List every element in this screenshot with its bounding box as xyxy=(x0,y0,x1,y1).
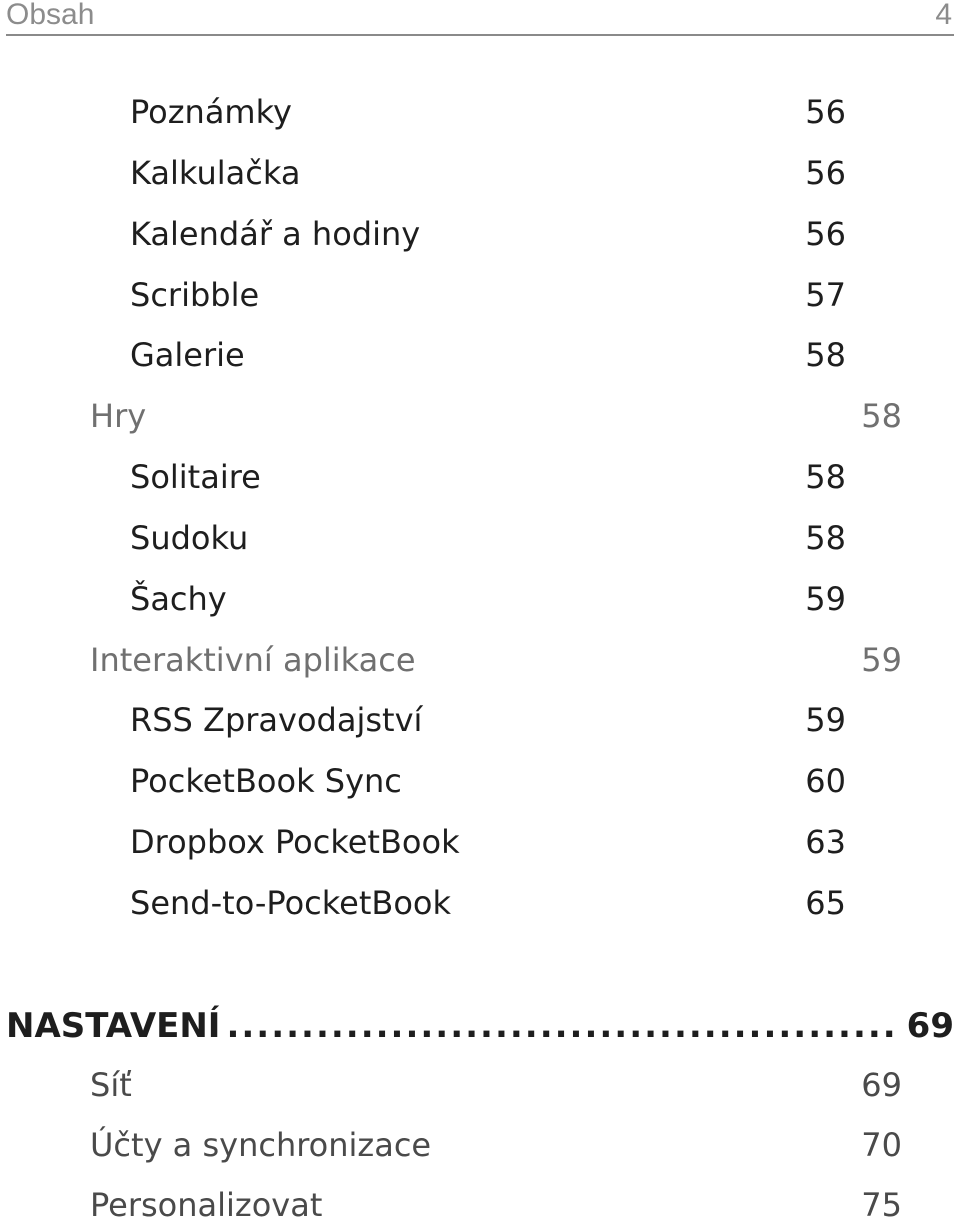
toc-section[interactable]: Interaktivní aplikace 59 xyxy=(90,637,902,683)
toc-section-page: 75 xyxy=(861,1186,902,1224)
toc-entry-label: Sudoku xyxy=(130,519,249,557)
toc-entry[interactable]: RSS Zpravodajství 59 xyxy=(130,697,846,743)
toc-entry-label: Send-to-PocketBook xyxy=(130,884,451,922)
toc-section[interactable]: Personalizovat 75 xyxy=(90,1182,902,1228)
header-page-number: 4 xyxy=(935,0,952,31)
page-header: Obsah 4 xyxy=(6,0,954,36)
toc-section-label: Personalizovat xyxy=(90,1186,323,1224)
toc-chapter-label: NASTAVENÍ xyxy=(6,1006,221,1046)
toc-section-label: Účty a synchronizace xyxy=(90,1126,432,1164)
toc-section-label: Síť xyxy=(90,1066,132,1104)
toc-section-page: 69 xyxy=(861,1066,902,1104)
toc-entry[interactable]: Sudoku 58 xyxy=(130,515,846,561)
toc-chapter[interactable]: NASTAVENÍ ..............................… xyxy=(6,1001,954,1051)
toc-entry[interactable]: Kalkulačka 56 xyxy=(130,150,846,196)
toc-entry-page: 56 xyxy=(805,93,846,131)
toc-entry[interactable]: Send-to-PocketBook 65 xyxy=(130,880,846,926)
toc-entry-page: 58 xyxy=(805,458,846,496)
toc-entry-label: Kalendář a hodiny xyxy=(130,215,421,253)
toc-section-label: Interaktivní aplikace xyxy=(90,641,416,679)
toc-entry-label: Šachy xyxy=(130,580,227,618)
toc-chapter-page: 69 xyxy=(906,1006,954,1046)
toc-section-page: 58 xyxy=(861,397,902,435)
toc-section[interactable]: Hry 58 xyxy=(90,393,902,439)
toc-entry-page: 65 xyxy=(805,884,846,922)
toc-entry-label: Galerie xyxy=(130,336,245,374)
toc-entry-page: 57 xyxy=(805,276,846,314)
toc-section[interactable]: Účty a synchronizace 70 xyxy=(90,1122,902,1168)
toc-section-page: 70 xyxy=(861,1126,902,1164)
toc-section[interactable]: Síť 69 xyxy=(90,1062,902,1108)
toc-entry-label: Scribble xyxy=(130,276,260,314)
toc-entry-page: 58 xyxy=(805,519,846,557)
toc-entry-label: Poznámky xyxy=(130,93,292,131)
toc-entry[interactable]: Poznámky 56 xyxy=(130,89,846,135)
toc-chapter-leader-dots: ........................................… xyxy=(226,1006,901,1046)
toc-entry[interactable]: Galerie 58 xyxy=(130,332,846,378)
toc-entry-page: 59 xyxy=(805,701,846,739)
toc-entry[interactable]: Scribble 57 xyxy=(130,272,846,318)
toc-entry[interactable]: Šachy 59 xyxy=(130,576,846,622)
toc-entry-label: Solitaire xyxy=(130,458,261,496)
toc-entry-page: 60 xyxy=(805,762,846,800)
toc-entry-page: 56 xyxy=(805,215,846,253)
toc-section-page: 59 xyxy=(861,641,902,679)
toc-entry[interactable]: Dropbox PocketBook 63 xyxy=(130,819,846,865)
toc-entry-page: 58 xyxy=(805,336,846,374)
toc-entry[interactable]: Kalendář a hodiny 56 xyxy=(130,211,846,257)
toc-entry-label: Kalkulačka xyxy=(130,154,301,192)
toc-entry[interactable]: PocketBook Sync 60 xyxy=(130,758,846,804)
toc-entry-page: 56 xyxy=(805,154,846,192)
toc-entry-label: PocketBook Sync xyxy=(130,762,402,800)
toc-entry-page: 59 xyxy=(805,580,846,618)
toc-section-label: Hry xyxy=(90,397,147,435)
toc-entry-label: RSS Zpravodajství xyxy=(130,701,423,739)
toc-entry-label: Dropbox PocketBook xyxy=(130,823,460,861)
toc-entry-page: 63 xyxy=(805,823,846,861)
header-title: Obsah xyxy=(6,0,95,31)
toc-entry[interactable]: Solitaire 58 xyxy=(130,454,846,500)
